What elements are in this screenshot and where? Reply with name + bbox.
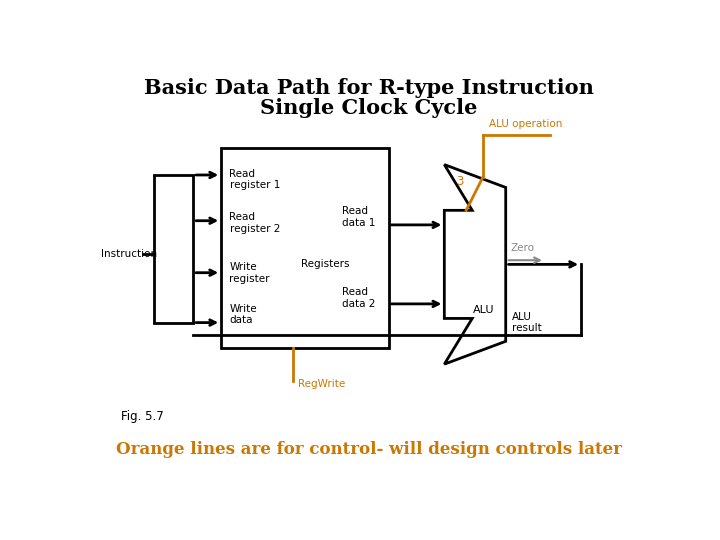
Text: Basic Data Path for R-type Instruction: Basic Data Path for R-type Instruction [144, 78, 594, 98]
Polygon shape [444, 165, 505, 364]
Text: ALU: ALU [472, 305, 494, 315]
Text: Read
register 1: Read register 1 [230, 168, 280, 191]
Text: Read
register 2: Read register 2 [230, 212, 280, 234]
Text: RegWrite: RegWrite [297, 379, 345, 389]
Text: Single Clock Cycle: Single Clock Cycle [261, 98, 477, 118]
Text: Fig. 5.7: Fig. 5.7 [121, 410, 163, 423]
Text: Write
data: Write data [230, 304, 257, 326]
Text: Write
register: Write register [230, 262, 270, 284]
Text: Read
data 1: Read data 1 [342, 206, 375, 228]
Text: Orange lines are for control- will design controls later: Orange lines are for control- will desig… [116, 441, 622, 458]
Text: Read
data 2: Read data 2 [342, 287, 375, 309]
Text: Zero: Zero [510, 243, 534, 253]
Bar [221, 148, 389, 348]
Text: ALU
result: ALU result [513, 312, 542, 333]
Text: Instruction: Instruction [101, 249, 157, 259]
Text: 3: 3 [456, 175, 464, 188]
Text: ALU operation: ALU operation [489, 119, 562, 129]
Text: Registers: Registers [301, 259, 349, 269]
